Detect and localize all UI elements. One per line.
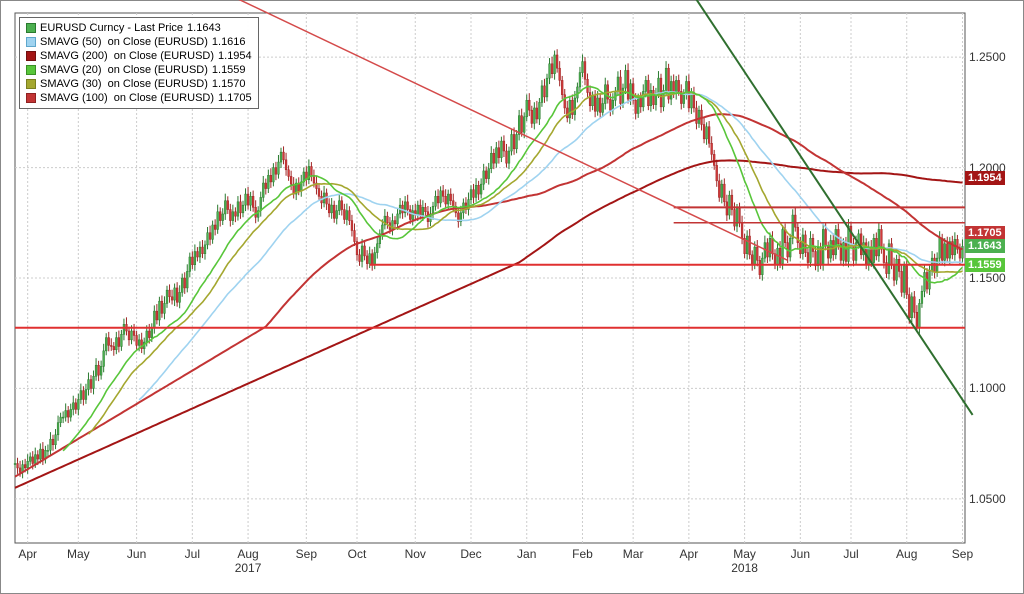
legend-swatch <box>26 37 36 47</box>
x-tick-label: May <box>733 547 756 561</box>
x-tick-label: May <box>67 547 90 561</box>
legend-label: SMAVG (200) on Close (EURUSD) <box>40 49 214 63</box>
x-tick-label: Jun <box>127 547 146 561</box>
x-tick-label: Aug <box>237 547 258 561</box>
legend-swatch <box>26 51 36 61</box>
x-tick-label: Jul <box>185 547 200 561</box>
x-tick-label: Dec <box>460 547 481 561</box>
legend-swatch <box>26 93 36 103</box>
legend-swatch <box>26 23 36 33</box>
legend-swatch <box>26 65 36 75</box>
legend-row: SMAVG (50) on Close (EURUSD) 1.1616 <box>26 35 252 49</box>
legend-value: 1.1616 <box>212 35 246 49</box>
x-tick-label: Oct <box>348 547 367 561</box>
legend-row: SMAVG (100) on Close (EURUSD) 1.1705 <box>26 91 252 105</box>
x-tick-label: Apr <box>18 547 37 561</box>
y-tick-label: 1.2500 <box>969 50 1006 64</box>
x-tick-label: Apr <box>680 547 699 561</box>
x-tick-label: Aug <box>896 547 917 561</box>
price-flag: 1.1559 <box>965 258 1005 272</box>
legend-value: 1.1559 <box>212 63 246 77</box>
legend-label: SMAVG (20) on Close (EURUSD) <box>40 63 208 77</box>
price-flag: 1.1954 <box>965 171 1005 185</box>
legend-swatch <box>26 79 36 89</box>
x-axis: Apr May Jun Jul Aug Sep Oct Nov Dec Jan Feb Mar Apr M… <box>15 545 965 585</box>
legend-row: SMAVG (20) on Close (EURUSD) 1.1559 <box>26 63 252 77</box>
y-axis: 1.05001.10001.15001.20001.2500 <box>967 13 1023 543</box>
x-year-label: 2018 <box>731 561 758 575</box>
legend-label: SMAVG (50) on Close (EURUSD) <box>40 35 208 49</box>
y-tick-label: 1.0500 <box>969 492 1006 506</box>
legend-row: SMAVG (30) on Close (EURUSD) 1.1570 <box>26 77 252 91</box>
x-tick-label: Jan <box>517 547 536 561</box>
x-tick-label: Jun <box>791 547 810 561</box>
legend-value: 1.1954 <box>218 49 252 63</box>
price-flag: 1.1643 <box>965 239 1005 253</box>
legend-value: 1.1643 <box>187 21 221 35</box>
x-tick-label: Jul <box>843 547 858 561</box>
x-tick-label: Sep <box>296 547 317 561</box>
financial-chart: 1.05001.10001.15001.20001.2500 AprMayJun… <box>0 0 1024 594</box>
x-tick-label: Nov <box>405 547 426 561</box>
legend-label: SMAVG (100) on Close (EURUSD) <box>40 91 214 105</box>
legend-label: SMAVG (30) on Close (EURUSD) <box>40 77 208 91</box>
legend-row: EURUSD Curncy - Last Price 1.1643 <box>26 21 252 35</box>
x-tick-label: Feb <box>572 547 593 561</box>
legend-label: EURUSD Curncy - Last Price <box>40 21 183 35</box>
legend-value: 1.1570 <box>212 77 246 91</box>
x-year-label: 2017 <box>235 561 262 575</box>
y-tick-label: 1.1500 <box>969 271 1006 285</box>
legend-value: 1.1705 <box>218 91 252 105</box>
x-tick-label: Sep <box>952 547 973 561</box>
legend: EURUSD Curncy - Last Price 1.1643SMAVG (5… <box>19 17 259 109</box>
x-tick-label: Mar <box>623 547 644 561</box>
legend-row: SMAVG (200) on Close (EURUSD) 1.1954 <box>26 49 252 63</box>
price-flag: 1.1705 <box>965 226 1005 240</box>
y-tick-label: 1.1000 <box>969 381 1006 395</box>
